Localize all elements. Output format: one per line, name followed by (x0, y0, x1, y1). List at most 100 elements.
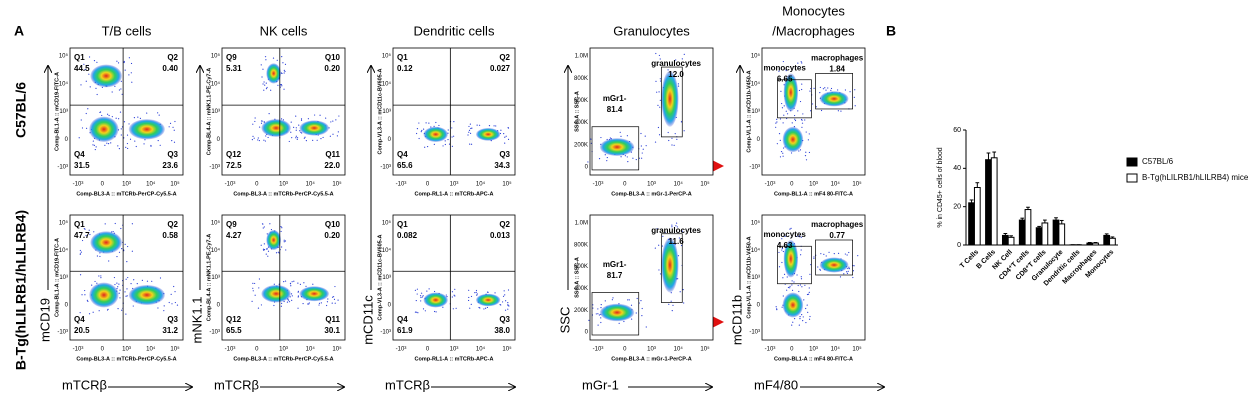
event-dot (251, 301, 252, 302)
event-dot (500, 130, 501, 131)
event-dot (477, 293, 478, 294)
event-dot (133, 305, 134, 306)
event-dot (657, 105, 658, 106)
event-dot (802, 113, 803, 114)
event-dot (417, 289, 418, 290)
event-dot (442, 307, 443, 308)
event-dot (505, 300, 506, 301)
x-channel: Comp-BL3-A :: mGr-1-PerCP-A (611, 191, 691, 197)
gate-value: 22.0 (324, 161, 340, 170)
event-dot (780, 156, 781, 157)
event-dot (263, 81, 264, 82)
event-dot (795, 120, 796, 121)
gate-value: 81.7 (607, 271, 623, 280)
x-tick-label: 10⁵ (852, 346, 862, 353)
event-dot (487, 307, 488, 308)
y-tick-label: 10³ (59, 109, 68, 115)
event-dot (479, 307, 480, 308)
event-dot (417, 312, 418, 313)
event-dot (801, 314, 802, 315)
event-dot (157, 112, 158, 113)
bar (1019, 220, 1025, 245)
event-dot (285, 249, 286, 250)
x-channel: Comp-BL3-A :: mTCRb-PerCP-Cy5.5-A (233, 191, 333, 197)
event-dot (780, 118, 781, 119)
bar (1002, 235, 1008, 245)
gate-name: macrophages (811, 220, 864, 229)
event-dot (853, 265, 854, 266)
event-dot (80, 274, 81, 275)
column-title: Dendritic cells (414, 23, 495, 38)
event-dot (674, 145, 675, 146)
gate-value: 12.0 (668, 70, 684, 79)
event-dot (592, 304, 593, 305)
event-dot (802, 320, 803, 321)
x-axis-title: mTCRβ (385, 377, 430, 392)
event-dot (788, 287, 789, 288)
event-dot (623, 321, 624, 322)
x-tick-label: 10⁴ (306, 346, 316, 353)
event-dot (817, 266, 818, 267)
x-tick-label: 10⁴ (831, 181, 841, 188)
event-dot (318, 304, 319, 305)
gate-value: 44.5 (74, 64, 90, 73)
event-dot (801, 276, 802, 277)
event-dot (261, 304, 262, 305)
event-dot (783, 295, 784, 296)
event-dot (291, 122, 292, 123)
event-dot (507, 304, 508, 305)
event-dot (845, 253, 846, 254)
event-dot (678, 86, 679, 87)
y-tick-label: 10⁴ (751, 247, 761, 254)
event-dot (502, 301, 503, 302)
event-dot (150, 146, 151, 147)
event-dot (631, 318, 632, 319)
x-tick-label: 10⁴ (146, 346, 156, 353)
gate-name: Q2 (167, 53, 178, 62)
gate-name: Q12 (226, 315, 242, 324)
gate-value: 65.5 (226, 326, 242, 335)
event-dot (126, 261, 127, 262)
y-tick-label: 10³ (382, 275, 391, 281)
event-dot (637, 298, 638, 299)
event-dot (296, 127, 297, 128)
event-dot (798, 291, 799, 292)
event-dot (796, 274, 797, 275)
event-dot (791, 152, 792, 153)
event-dot (786, 111, 787, 112)
gate-value: 81.4 (607, 105, 623, 114)
event-dot (301, 118, 302, 119)
gate-value: 11.6 (669, 237, 685, 246)
event-dot (821, 110, 822, 111)
x-tick-label: -10³ (593, 182, 604, 188)
event-dot (264, 243, 265, 244)
event-dot (787, 113, 788, 114)
event-dot (627, 135, 628, 136)
event-dot (263, 90, 264, 91)
row-label: B-Tg(hLILRB1/hLILRB4) (13, 210, 29, 370)
density-blob (424, 127, 448, 142)
gate-value: 47.7 (74, 231, 90, 240)
event-dot (116, 256, 117, 257)
event-dot (468, 132, 469, 133)
event-dot (137, 117, 138, 118)
event-dot (789, 286, 790, 287)
event-dot (805, 155, 806, 156)
event-dot (672, 310, 673, 311)
event-dot (276, 252, 277, 253)
y-tick-label: 0 (585, 330, 589, 336)
event-dot (830, 90, 831, 91)
event-dot (848, 252, 849, 253)
density-blob (266, 230, 281, 250)
density-blob (299, 286, 329, 301)
event-dot (794, 119, 795, 120)
y-tick-label: 10³ (211, 109, 220, 115)
event-dot (267, 256, 268, 257)
event-dot (671, 138, 672, 139)
event-dot (508, 139, 509, 140)
event-dot (483, 308, 484, 309)
event-dot (813, 256, 814, 257)
event-dot (474, 292, 475, 293)
x-tick-label: 0 (623, 347, 627, 353)
bar (969, 203, 975, 245)
